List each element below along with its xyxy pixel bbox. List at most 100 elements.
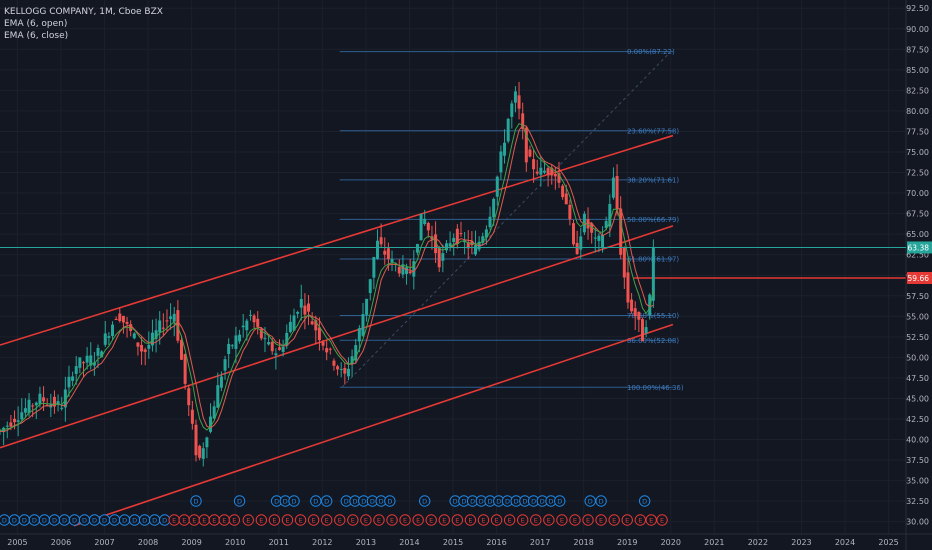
earnings-event [320, 514, 333, 526]
earnings-event-letter: E [586, 516, 590, 524]
dividend-event-letter: D [92, 516, 97, 524]
candle-body [267, 342, 271, 345]
candle-body [256, 318, 260, 327]
candle-body [328, 348, 332, 350]
earnings-event-letter: E [468, 516, 472, 524]
candle-body [85, 355, 89, 363]
earnings-event-letter: E [573, 516, 577, 524]
candle-body [219, 376, 223, 388]
earnings-event-letter: E [222, 516, 226, 524]
candle-body [448, 243, 452, 247]
candle-body [517, 95, 521, 109]
time-tick-label: 2025 [878, 538, 898, 547]
dividend-event-letter: D [82, 516, 87, 524]
earnings-event [656, 514, 668, 526]
dividend-event-letter: D [22, 516, 27, 524]
earnings-event [425, 514, 437, 526]
fib-level-label: 86.00%(52.08) [627, 337, 679, 345]
dividend-event-letter: D [72, 516, 77, 524]
candle-body [234, 335, 238, 349]
candle-body [466, 242, 470, 249]
candle-body [307, 303, 311, 312]
indicator-ema-open[interactable]: EMA (6, open) [4, 19, 68, 29]
price-tick-label: 40.00 [906, 436, 929, 445]
earnings-event-letter: E [351, 516, 355, 524]
fibonacci-retracement[interactable]: 0.00%(87.22) 23.60%(77.58) 38.20%(71.61) 50… [339, 48, 684, 392]
time-tick-label: 2021 [704, 538, 724, 547]
fib-level-label: 23.60%(77.58) [627, 127, 679, 135]
channel-lines[interactable] [0, 134, 906, 527]
dividend-event-letter: D [52, 516, 57, 524]
dividend-event-letter: D [642, 497, 647, 505]
dividend-event-letter: D [557, 497, 562, 505]
earnings-event [595, 514, 607, 526]
price-tick-label: 55.00 [906, 312, 929, 321]
candle-body [503, 142, 507, 156]
candle-body [245, 320, 249, 331]
candle-body [339, 368, 343, 370]
candle-body [9, 422, 13, 427]
candle-body [38, 393, 42, 405]
dividend-event [418, 495, 431, 507]
price-tick-label: 35.00 [906, 477, 929, 486]
price-axis[interactable]: 30.00 32.50 35.00 37.50 40.00 42.50 45.00 47.50… [905, 0, 929, 550]
candle-body [209, 416, 213, 432]
candle-body [187, 388, 191, 406]
earnings-event [451, 514, 464, 526]
candle-body [376, 240, 379, 259]
price-tick-label: 92.50 [906, 4, 929, 13]
time-tick-label: 2007 [94, 538, 114, 547]
candle-body [383, 250, 387, 255]
dividend-event-letter: D [514, 497, 519, 505]
dividend-event-letter: D [12, 516, 17, 524]
earnings-event-letter: E [364, 516, 368, 524]
candle-body [434, 234, 438, 254]
time-axis[interactable]: 2005 2006 2007 2008 2009 2010 2011 2012 2013 2014… [0, 533, 932, 547]
dividend-event-letter: D [588, 497, 593, 505]
candle-body [601, 234, 605, 248]
price-tick-label: 65.00 [906, 230, 929, 239]
dividend-event-letter: D [152, 516, 157, 524]
candle-body [553, 173, 557, 177]
candle-body [34, 402, 38, 406]
dividend-event-letter: D [505, 497, 510, 505]
earnings-event-letter: E [599, 516, 603, 524]
candle-body [288, 321, 292, 333]
candle-body [637, 311, 641, 320]
candle-body [81, 362, 85, 364]
candle-body [310, 321, 314, 325]
dividend-event-letter: D [122, 516, 127, 524]
candle-body [459, 233, 463, 235]
candles-layer [0, 81, 655, 467]
candle-body [405, 267, 409, 275]
candle-body [277, 347, 281, 350]
candle-body [183, 354, 187, 384]
candle-body [575, 242, 579, 254]
price-tick-label: 42.50 [906, 415, 929, 424]
price-tick-label: 47.50 [906, 374, 929, 383]
earnings-event-letter: E [429, 516, 433, 524]
earnings-event [438, 514, 450, 526]
time-tick-label: 2014 [399, 538, 419, 547]
time-tick-label: 2005 [7, 538, 27, 547]
price-tick-label: 62.50 [906, 251, 929, 260]
ema-close-line [0, 122, 654, 431]
indicator-ema-close[interactable]: EMA (6, close) [4, 31, 69, 41]
candle-body [227, 343, 231, 354]
candle-body [96, 347, 100, 356]
dividend-event [595, 495, 607, 507]
earnings-event-letter: E [649, 516, 653, 524]
dividend-event-letter: D [112, 516, 117, 524]
fib-level-label: 0.00%(87.22) [627, 48, 675, 56]
dividend-event-letter: D [344, 497, 349, 505]
earnings-event-letter: E [495, 516, 499, 524]
candle-body [16, 420, 20, 422]
candle-body [630, 299, 634, 312]
candle-body [194, 424, 198, 456]
earnings-event-letter: E [455, 516, 459, 524]
earnings-event-letter: E [272, 516, 276, 524]
symbol-title[interactable]: KELLOGG COMPANY, 1M, Cboe BZX [4, 7, 163, 17]
candle-body [357, 328, 361, 342]
